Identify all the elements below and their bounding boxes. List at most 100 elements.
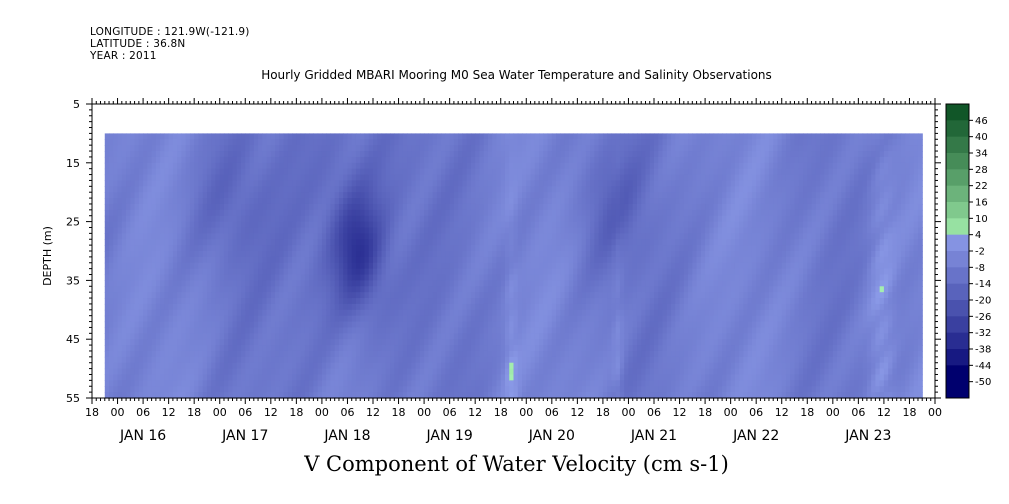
heatmap-cell	[309, 251, 314, 258]
heatmap-cell	[377, 233, 383, 240]
heatmap-cell	[539, 356, 544, 364]
heatmap-cell	[377, 309, 383, 317]
heatmap-cell	[470, 345, 476, 352]
heatmap-cell	[275, 139, 280, 146]
heatmap-cell	[304, 215, 310, 223]
heatmap-cell	[253, 174, 259, 182]
heatmap-cell	[185, 274, 191, 281]
heatmap-cell	[500, 327, 506, 334]
heatmap-cell	[475, 192, 481, 199]
heatmap-cell	[304, 368, 310, 376]
heatmap-cell	[126, 268, 131, 276]
heatmap-cell	[130, 180, 136, 187]
heatmap-cell	[126, 386, 131, 393]
heatmap-cell	[556, 209, 561, 217]
heatmap-cell	[526, 239, 532, 246]
heatmap-cell	[432, 286, 438, 293]
heatmap-cell	[223, 156, 229, 164]
heatmap-cell	[568, 221, 574, 229]
heatmap-cell	[113, 280, 119, 287]
heatmap-cell	[530, 168, 536, 176]
heatmap-cell	[424, 362, 429, 370]
heatmap-cell	[198, 186, 204, 193]
heatmap-cell	[564, 309, 570, 317]
heatmap-cell	[215, 315, 221, 323]
heatmap-cell	[249, 256, 255, 264]
heatmap-cell	[560, 280, 566, 287]
heatmap-cell	[470, 221, 476, 229]
heatmap-cell	[470, 192, 476, 199]
heatmap-cell	[407, 151, 412, 158]
heatmap-cell	[432, 209, 438, 217]
heatmap-cell	[522, 162, 527, 170]
heatmap-cell	[168, 221, 174, 229]
heatmap-cell	[270, 192, 276, 199]
heatmap-cell	[321, 356, 327, 364]
heatmap-cell	[394, 174, 400, 182]
heatmap-cell	[445, 339, 451, 346]
heatmap-cell	[568, 374, 574, 381]
heatmap-cell	[573, 286, 578, 293]
heatmap-cell	[364, 309, 370, 317]
heatmap-cell	[526, 268, 532, 276]
heatmap-cell	[517, 209, 523, 217]
heatmap-cell	[168, 362, 174, 370]
heatmap-cell	[232, 239, 238, 246]
heatmap-cell	[551, 145, 557, 152]
heatmap-cell	[258, 162, 263, 170]
heatmap-cell	[270, 262, 276, 270]
heatmap-cell	[470, 321, 476, 329]
heatmap-cell	[402, 274, 408, 281]
heatmap-cell	[143, 386, 148, 393]
heatmap-cell	[236, 392, 242, 399]
heatmap-cell	[130, 339, 136, 346]
heatmap-cell	[428, 156, 434, 164]
heatmap-cell	[266, 145, 272, 152]
heatmap-cell	[121, 315, 127, 323]
heatmap-cell	[479, 186, 485, 193]
heatmap-cell	[258, 303, 263, 311]
heatmap-cell	[415, 262, 421, 270]
heatmap-cell	[258, 350, 263, 358]
heatmap-cell	[364, 303, 370, 311]
heatmap-cell	[381, 280, 387, 287]
heatmap-cell	[556, 133, 561, 140]
heatmap-cell	[419, 262, 425, 270]
heatmap-cell	[275, 350, 280, 358]
heatmap-cell	[385, 374, 391, 381]
heatmap-cell	[130, 321, 136, 329]
heatmap-cell	[381, 333, 387, 340]
heatmap-cell	[355, 345, 361, 352]
heatmap-cell	[504, 156, 510, 164]
heatmap-cell	[360, 380, 366, 387]
heatmap-cell	[109, 380, 114, 387]
heatmap-cell	[432, 180, 438, 187]
heatmap-cell	[394, 245, 400, 252]
heatmap-cell	[517, 298, 523, 305]
heatmap-cell	[287, 221, 293, 229]
heatmap-cell	[543, 315, 549, 323]
heatmap-cell	[275, 239, 280, 246]
heatmap-cell	[496, 303, 502, 311]
heatmap-cell	[441, 350, 446, 358]
heatmap-cell	[381, 309, 387, 317]
heatmap-cell	[373, 256, 378, 264]
heatmap-cell	[509, 274, 515, 281]
heatmap-cell	[138, 227, 144, 234]
heatmap-cell	[402, 221, 408, 229]
heatmap-cell	[164, 303, 170, 311]
heatmap-cell	[202, 221, 208, 229]
heatmap-cell	[479, 392, 485, 399]
heatmap-cell	[266, 392, 272, 399]
heatmap-cell	[487, 327, 493, 334]
heatmap-cell	[551, 333, 557, 340]
heatmap-cell	[526, 139, 532, 146]
heatmap-cell	[543, 168, 549, 176]
heatmap-cell	[351, 339, 357, 346]
heatmap-cell	[573, 356, 578, 364]
heatmap-cell	[300, 198, 306, 205]
heatmap-cell	[445, 198, 451, 205]
heatmap-cell	[138, 145, 144, 152]
heatmap-cell	[487, 309, 493, 317]
heatmap-cell	[266, 256, 272, 264]
